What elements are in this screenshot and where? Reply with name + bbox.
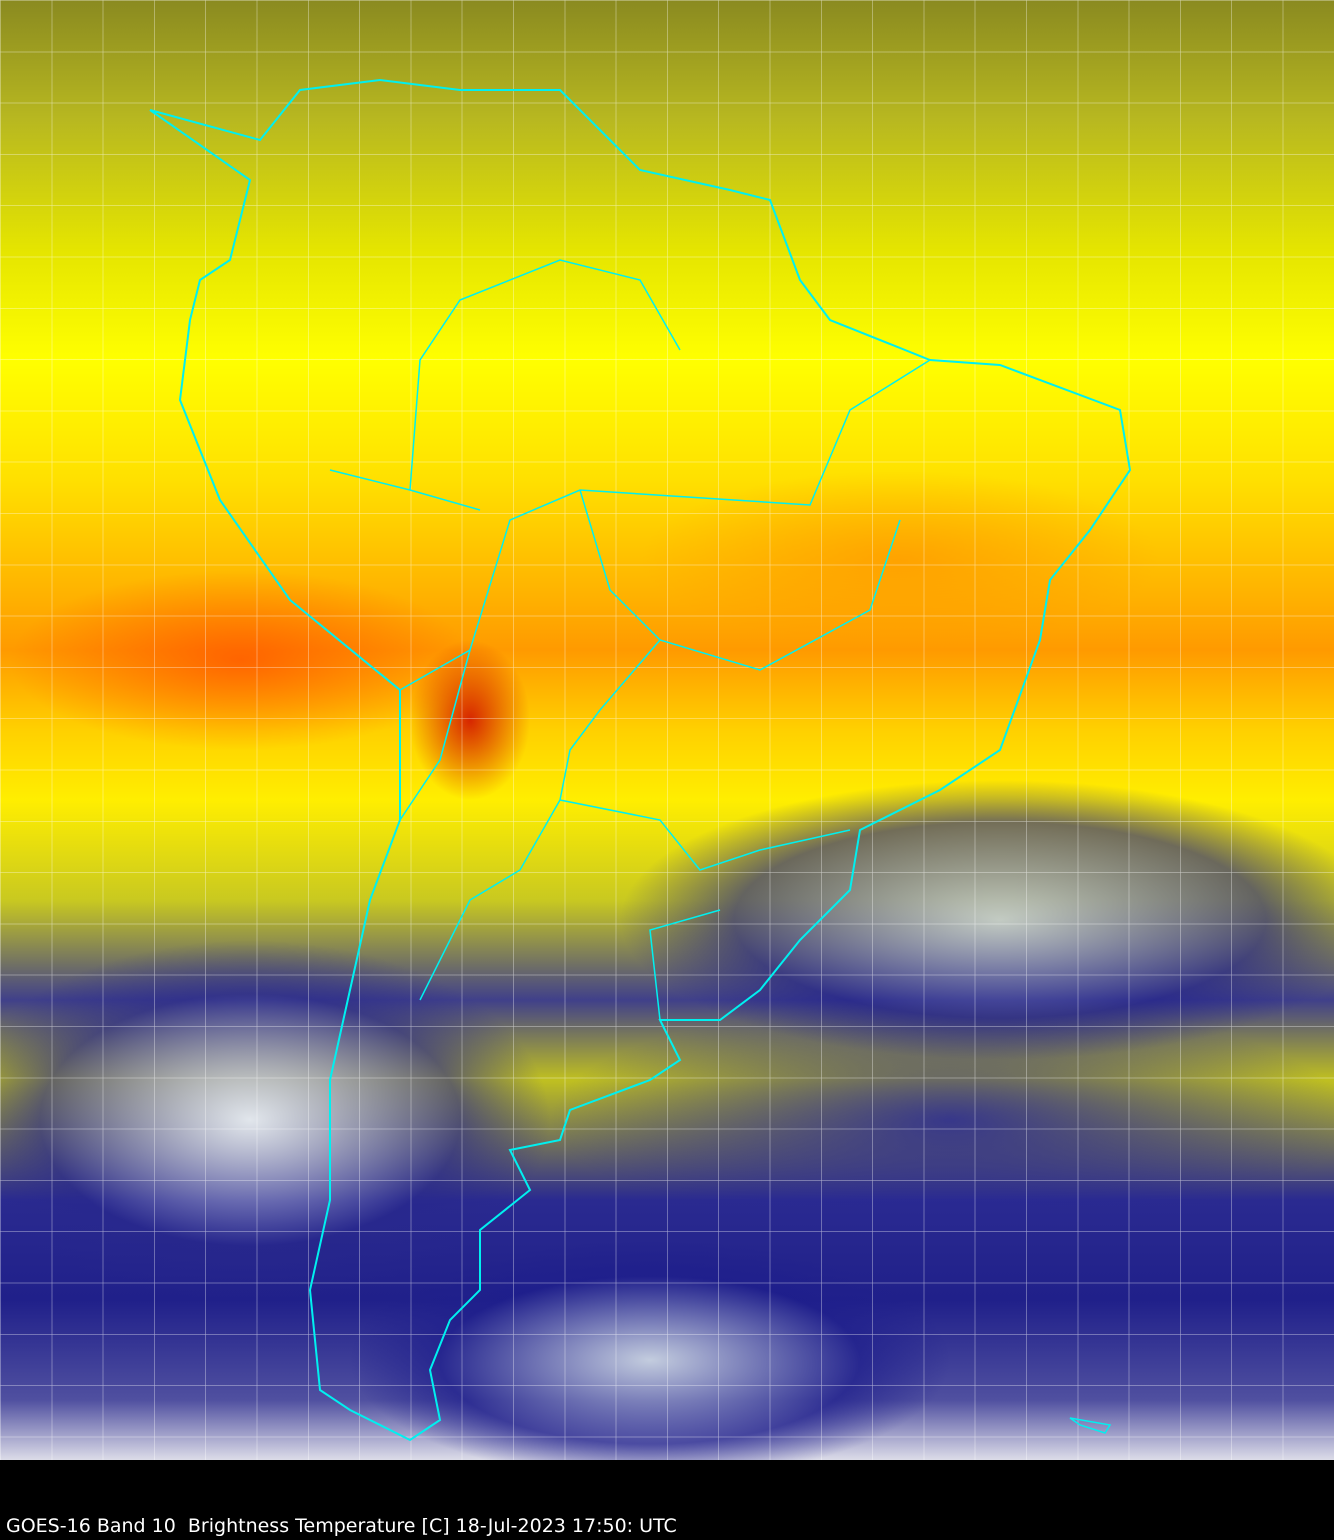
internal-borders (329, 259, 931, 1081)
country-borders (149, 78, 1132, 1442)
lat-lon-grid (0, 0, 1334, 1460)
image-caption: GOES-16 Band 10 Brightness Temperature [… (6, 1515, 677, 1537)
falkland-islands (1069, 1417, 1112, 1434)
brightness-temperature-imagery (0, 0, 1334, 1460)
south-america-outline (149, 78, 1132, 1442)
